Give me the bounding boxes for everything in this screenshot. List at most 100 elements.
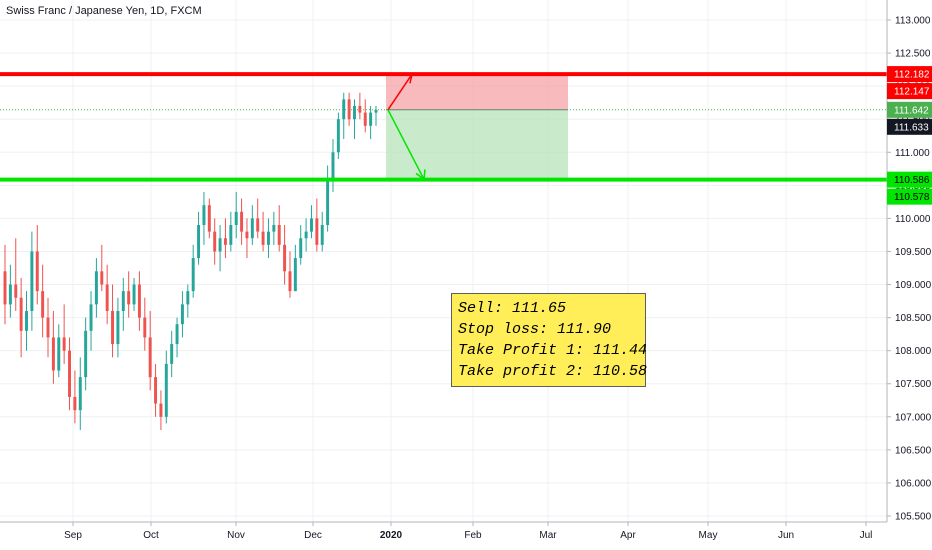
candle-body <box>186 291 190 305</box>
candle-body <box>105 284 109 311</box>
candle-body <box>62 337 66 351</box>
candle-body <box>266 231 270 245</box>
price-tick-label: 113.000 <box>895 16 931 27</box>
candle-body <box>191 258 195 292</box>
candle-body <box>374 109 378 113</box>
candle-body <box>299 238 303 259</box>
arrow-down-head <box>415 169 426 181</box>
candle-body <box>358 105 362 113</box>
candle-body <box>283 244 287 272</box>
time-tick-label: Feb <box>464 530 482 541</box>
time-tick-label: Nov <box>227 530 245 541</box>
candle-body <box>256 218 260 232</box>
price-label: 110.586 <box>894 175 930 186</box>
arrow-up-head <box>402 73 413 84</box>
candle-body <box>132 284 136 305</box>
candle-body <box>100 271 104 285</box>
candle-body <box>250 218 254 239</box>
price-label-bg <box>887 83 932 100</box>
candle-body <box>94 271 98 305</box>
time-tick-label: Oct <box>143 530 159 541</box>
candle-body <box>315 218 319 245</box>
price-label: 111.642 <box>894 105 929 116</box>
candle-body <box>73 396 77 411</box>
price-label-bg <box>887 171 932 188</box>
price-tick-label: 108.000 <box>895 346 932 357</box>
price-tick-label: 108.500 <box>895 313 932 324</box>
time-axis[interactable]: Sep Oct Nov Dec 2020 Feb Mar Apr May Jun Jul <box>0 521 887 541</box>
time-tick-label: Mar <box>539 530 557 541</box>
candle-body <box>229 225 233 245</box>
time-tick-label: Dec <box>304 530 322 541</box>
candle-body <box>46 317 50 338</box>
candle-body <box>159 403 163 417</box>
candle-body <box>369 112 373 126</box>
time-tick-label: Sep <box>64 530 82 541</box>
note-line-take-profit-2: Take profit 2: 110.58 <box>458 363 648 380</box>
candle-body <box>272 225 276 232</box>
price-label-bg <box>887 66 932 83</box>
price-tick-label: 112.500 <box>895 49 931 60</box>
candle-body <box>51 337 55 371</box>
candle-body <box>197 225 201 259</box>
price-label-bg <box>887 101 932 118</box>
price-label: 111.633 <box>894 122 929 133</box>
candle-body <box>213 231 217 252</box>
note-line-sell: Sell: 111.65 <box>458 300 567 317</box>
candle-body <box>170 344 174 364</box>
symbol-title: Swiss Franc / Japanese Yen, 1D, FXCM <box>6 5 202 17</box>
candle-body <box>363 112 367 126</box>
candle-body <box>41 291 45 318</box>
candle-body <box>148 337 152 378</box>
time-tick-label: Apr <box>620 530 636 541</box>
take-profit-zone <box>386 109 568 180</box>
time-tick-label: Jul <box>860 530 873 541</box>
candle-body <box>35 251 39 292</box>
candle-body <box>8 284 12 305</box>
arrow-down-shaft <box>387 109 425 180</box>
price-tick-label: 106.000 <box>895 478 932 489</box>
candlestick-series <box>3 92 378 431</box>
price-label: 112.147 <box>894 87 930 98</box>
price-tick-label: 107.500 <box>895 379 932 390</box>
candle-body <box>14 284 18 298</box>
candle-body <box>347 99 351 120</box>
candle-body <box>89 304 93 331</box>
time-tick-label: Jun <box>778 530 794 541</box>
horizontal-levels[interactable] <box>0 72 887 182</box>
candle-body <box>277 225 281 245</box>
candle-body <box>116 310 120 345</box>
stop-loss-zone <box>386 74 568 110</box>
price-axis[interactable]: 105.500 106.000 106.500 107.000 107.500 108.0… <box>886 0 932 550</box>
candle-body <box>288 271 292 292</box>
time-tick-label: 2020 <box>380 530 403 541</box>
price-tick-label: 111.000 <box>895 148 930 159</box>
trade-note[interactable]: Sell: 111.65 Stop loss: 111.90 Take Prof… <box>451 293 648 387</box>
candle-body <box>30 251 34 311</box>
price-tick-label: 106.500 <box>895 445 932 456</box>
price-tick-label: 105.500 <box>895 512 932 523</box>
candle-body <box>180 304 184 325</box>
price-label: 112.182 <box>894 70 930 81</box>
note-line-take-profit-1: Take Profit 1: 111.44 <box>458 342 648 359</box>
position-zones <box>386 74 568 180</box>
candle-body <box>309 218 313 232</box>
candle-body <box>127 291 131 305</box>
candle-body <box>121 291 125 311</box>
candle-body <box>78 377 82 411</box>
candle-body <box>57 337 61 371</box>
candle-body <box>207 205 211 232</box>
price-tick-label: 109.000 <box>895 280 932 291</box>
candle-body <box>223 238 227 245</box>
price-label: 110.578 <box>894 192 930 203</box>
candle-body <box>326 178 330 226</box>
trade-arrows <box>387 73 426 181</box>
candle-body <box>175 324 179 345</box>
candle-body <box>19 297 23 331</box>
candle-body <box>293 258 297 292</box>
candle-body <box>202 205 206 226</box>
price-label-bg <box>887 118 932 135</box>
candle-body <box>111 310 115 345</box>
candle-body <box>261 231 265 245</box>
